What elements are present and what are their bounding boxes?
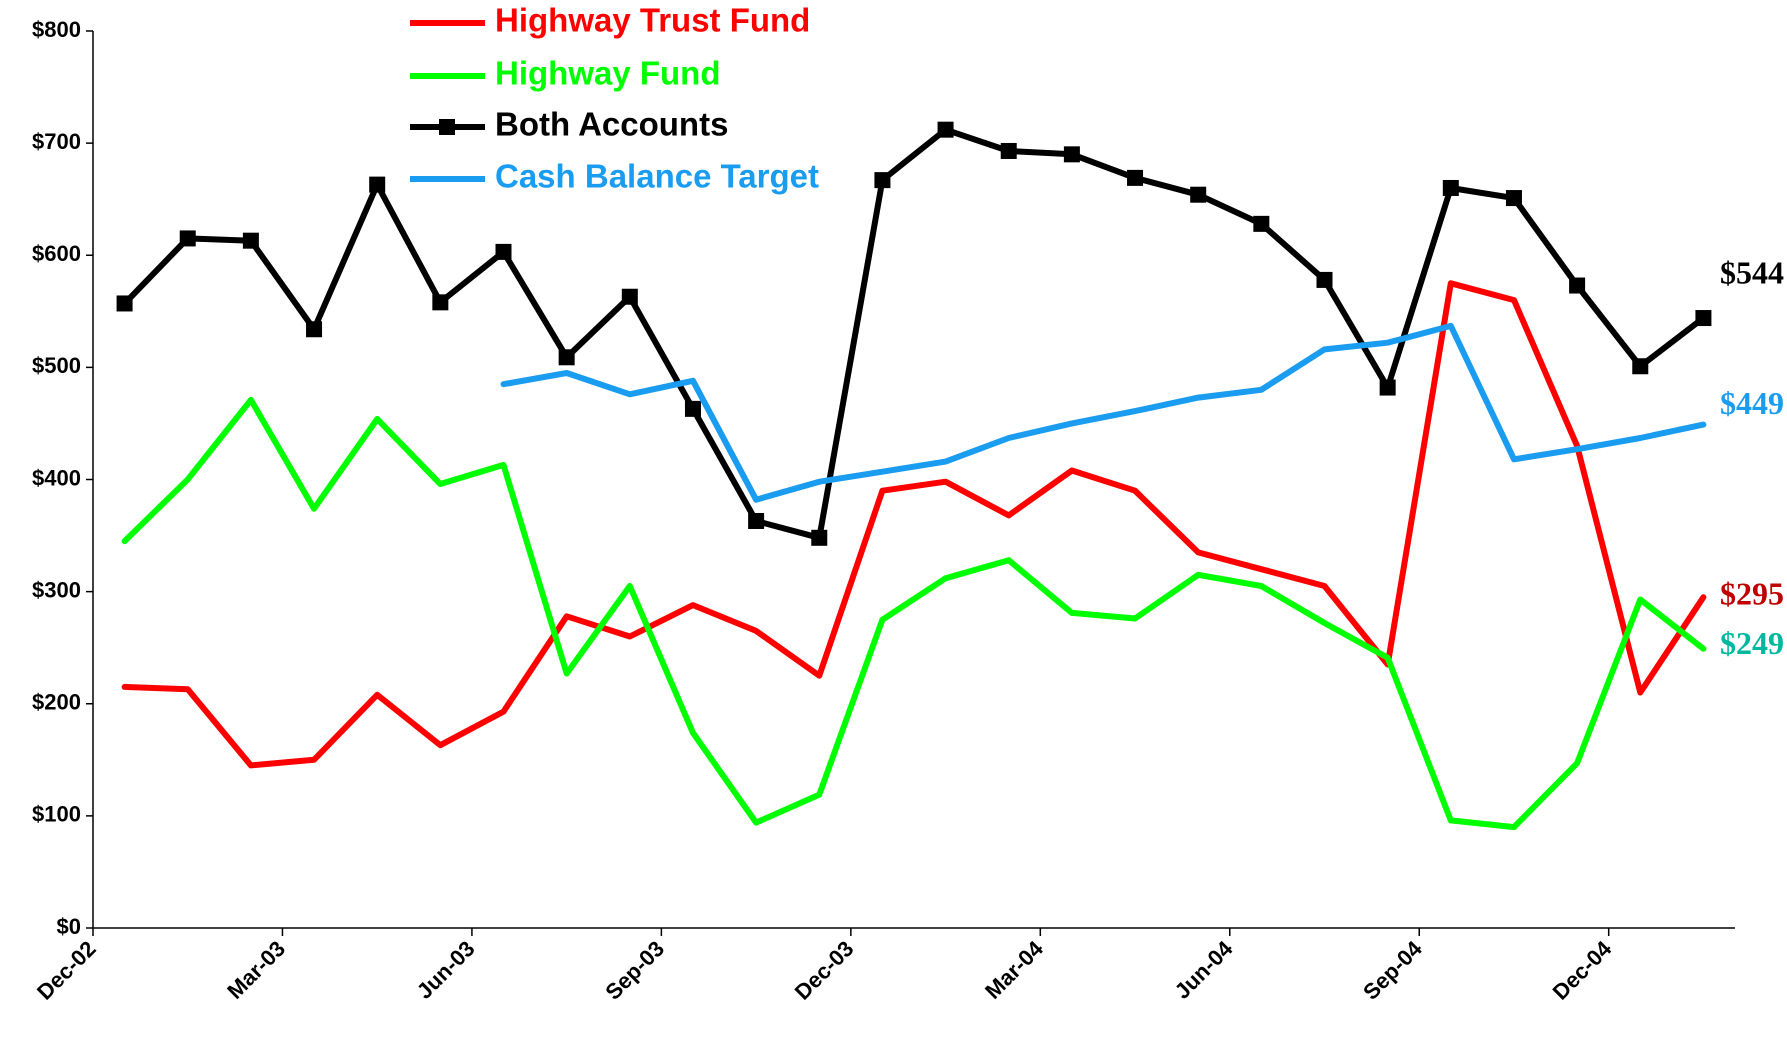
marker xyxy=(621,288,638,305)
y-tick-label: $500 xyxy=(32,353,81,378)
series-line xyxy=(500,322,1707,503)
series-line xyxy=(121,280,1707,769)
marker xyxy=(1063,146,1080,163)
marker xyxy=(1569,277,1586,294)
x-tick-label: Sep-04 xyxy=(1358,935,1427,1004)
marker xyxy=(1695,310,1712,327)
y-tick-label: $700 xyxy=(32,129,81,154)
series-line xyxy=(121,126,1707,541)
marker xyxy=(116,295,133,312)
legend-label: Highway Fund xyxy=(495,55,721,92)
x-tick-label: Mar-04 xyxy=(980,935,1048,1003)
marker xyxy=(558,349,575,366)
end-label: $295 xyxy=(1720,576,1784,612)
marker xyxy=(495,243,512,260)
end-label: $544 xyxy=(1720,254,1784,290)
end-label: $449 xyxy=(1720,385,1784,421)
marker xyxy=(811,529,828,546)
x-tick-label: Sep-03 xyxy=(600,936,669,1005)
legend-label: Highway Trust Fund xyxy=(495,2,810,39)
x-tick-label: Mar-03 xyxy=(222,936,290,1004)
y-tick-label: $200 xyxy=(32,690,81,715)
marker xyxy=(306,321,323,338)
marker xyxy=(874,172,891,189)
legend-label: Both Accounts xyxy=(495,106,728,143)
marker xyxy=(179,230,196,247)
marker xyxy=(1505,190,1522,207)
marker xyxy=(684,400,701,417)
x-tick-label: Dec-03 xyxy=(790,936,859,1005)
marker xyxy=(369,176,386,193)
marker xyxy=(748,512,765,529)
end-label: $249 xyxy=(1720,625,1784,661)
marker xyxy=(1316,271,1333,288)
y-tick-label: $300 xyxy=(32,577,81,602)
marker xyxy=(1379,379,1396,396)
legend-label: Cash Balance Target xyxy=(495,158,819,195)
x-tick-label: Dec-04 xyxy=(1548,935,1617,1004)
x-tick-label: Jun-04 xyxy=(1170,935,1238,1003)
marker xyxy=(1190,186,1207,203)
x-tick-label: Jun-03 xyxy=(412,936,480,1004)
marker xyxy=(937,121,954,138)
marker xyxy=(242,232,259,249)
marker xyxy=(1127,169,1144,186)
y-tick-label: $400 xyxy=(32,465,81,490)
y-tick-label: $100 xyxy=(32,802,81,827)
marker xyxy=(432,294,449,311)
y-tick-label: $0 xyxy=(57,914,81,939)
legend-marker xyxy=(439,119,455,135)
marker xyxy=(1632,358,1649,375)
series-line xyxy=(121,396,1707,831)
y-tick-label: $800 xyxy=(32,17,81,42)
marker xyxy=(1253,215,1270,232)
x-tick-label: Dec-02 xyxy=(32,936,101,1005)
y-tick-label: $600 xyxy=(32,241,81,266)
marker xyxy=(1442,179,1459,196)
marker xyxy=(1000,142,1017,159)
